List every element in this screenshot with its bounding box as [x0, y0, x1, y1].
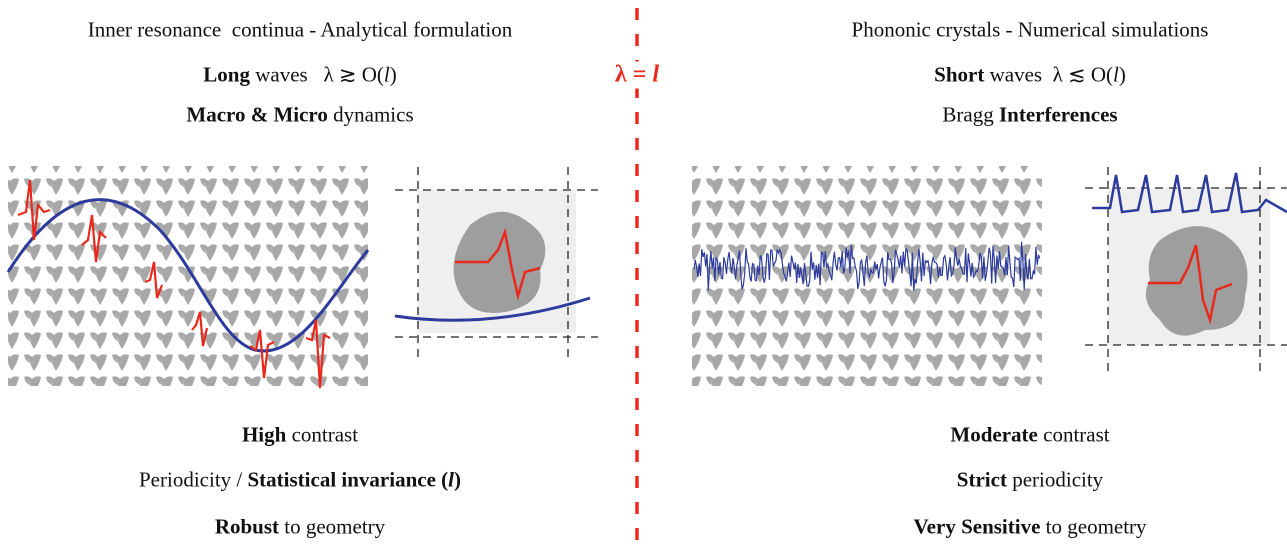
text: Long: [203, 62, 250, 87]
unit-cell-left: [394, 167, 598, 360]
text: dynamics: [327, 102, 414, 127]
text: ): [453, 467, 461, 492]
text: periodicity: [1006, 467, 1104, 492]
left-contrast: High contrast: [242, 423, 358, 448]
text: Macro & Micro: [186, 102, 328, 127]
text: to geometry: [1040, 514, 1147, 539]
text: Statistical invariance (: [247, 467, 449, 492]
text: to geometry: [279, 514, 386, 539]
right-contrast: Moderate contrast: [950, 423, 1109, 448]
text: Very Sensitive: [913, 514, 1041, 539]
right-heading: Phononic crystals - Numerical simulation…: [852, 18, 1209, 43]
unit-cell-right: [1085, 167, 1287, 372]
microstructure: [8, 166, 368, 386]
text: Strict: [956, 467, 1007, 492]
text: High: [241, 422, 287, 447]
left-heading: Inner resonance continua - Analytical fo…: [88, 18, 513, 43]
left-scale: Long waves λ ≳ O(l): [203, 63, 396, 88]
text: waves λ ≳ O(: [249, 62, 384, 87]
text: Moderate: [950, 422, 1038, 447]
text: Short: [934, 62, 985, 87]
text: l: [383, 62, 390, 87]
text: l: [652, 61, 660, 88]
text: Robust: [214, 514, 280, 539]
right-scale: Short waves λ ≲ O(l): [934, 63, 1126, 88]
long-wave: [6, 198, 370, 353]
text: Periodicity /: [139, 467, 248, 492]
right-periodicity: Strict periodicity: [957, 468, 1103, 493]
local-resonances: [17, 179, 331, 389]
text: λ =: [614, 61, 653, 88]
text: Bragg: [942, 102, 1000, 127]
right-interference: Bragg Interferences: [942, 103, 1117, 128]
left-dynamics: Macro & Micro dynamics: [186, 103, 413, 128]
text: l: [1113, 62, 1119, 87]
text: ): [389, 62, 397, 87]
text: Inner resonance continua - Analytical fo…: [87, 17, 513, 42]
threshold-label: λ = l: [608, 61, 666, 89]
left-geometry: Robust to geometry: [215, 515, 385, 540]
text: contrast: [286, 422, 359, 447]
text: waves λ ≲ O(: [984, 62, 1114, 87]
text: Interferences: [999, 102, 1118, 127]
left-periodicity: Periodicity / Statistical invariance (l): [139, 468, 461, 493]
text: ): [1118, 62, 1126, 87]
short-wave: [693, 241, 1041, 291]
text: contrast: [1037, 422, 1110, 447]
text: Phononic crystals - Numerical simulation…: [851, 17, 1209, 42]
text: l: [448, 467, 454, 492]
right-geometry: Very Sensitive to geometry: [913, 515, 1146, 540]
